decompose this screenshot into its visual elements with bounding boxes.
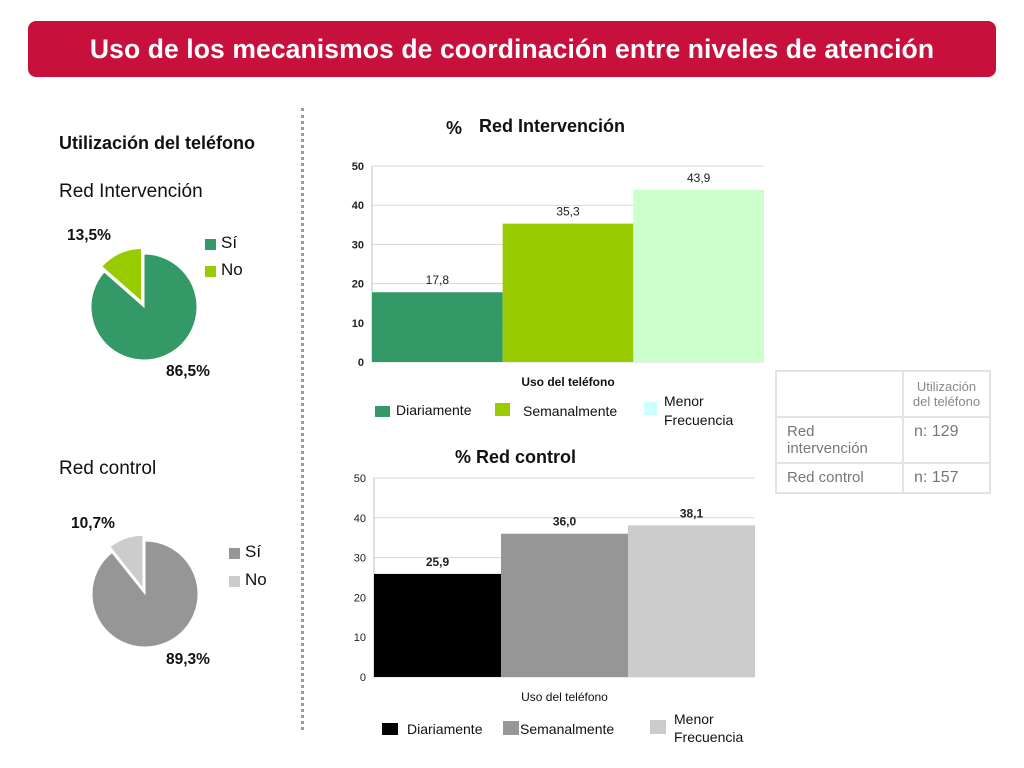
pie2-title: Red control [59,458,157,479]
bar1-legend-swatch-1 [495,403,510,416]
bar2-value-label-2: 38,1 [680,506,704,520]
section-title: Utilización del teléfono [59,133,256,153]
bar1-y-tick-label: 20 [352,279,364,291]
bar2-title: % Red control [455,447,577,467]
table-row: Red control n: 157 [775,462,991,494]
pie2-slice-no [109,534,144,590]
bar2-legend-frecuencia: Frecuencia [674,729,744,745]
bar1-y-tick-label: 10 [352,318,364,330]
table-row-value: n: 157 [902,462,991,494]
pie2-label-si: 89,3% [166,651,210,668]
pie2-label-no: 10,7% [71,515,115,532]
pie1-legend-si: Sí [221,233,238,252]
bar2-legend-diariamente: Diariamente [407,721,483,737]
bar2-y-tick-label: 20 [354,592,366,604]
pie1-slice-si [90,253,198,361]
bar1-value-label-1: 35,3 [556,205,580,219]
bar1-legend-menor: Menor [664,393,704,409]
pie1-legend-swatch-si [205,239,216,250]
bar2-y-tick-label: 30 [354,553,366,565]
table-row: Red intervención n: 129 [775,416,991,464]
pie2-legend-no: No [245,570,267,589]
pie1-legend-no: No [221,260,243,279]
pie1-legend-swatch-no [205,266,216,277]
table-row-value: n: 129 [902,416,991,464]
bar2-legend-semanalmente: Semanalmente [520,721,615,737]
bar2-y-tick-label: 50 [354,473,366,485]
bar1-y-tick-label: 50 [352,161,364,173]
pie1-title: Red Intervención [59,181,203,202]
bar1-value-label-0: 17,8 [426,273,450,287]
bar2-bar-1 [501,533,628,677]
pie2-slice-si [91,540,199,648]
bar2-y-tick-label: 0 [360,672,366,684]
pie2-legend-swatch-no [229,576,240,587]
bar1-legend-swatch-0 [375,406,390,417]
bar2-legend-swatch-1 [503,721,519,735]
sample-size-table: Utilización del teléfono Red intervenció… [775,370,991,494]
bar2-bar-0 [374,573,501,677]
bar2-value-label-1: 36,0 [553,515,577,529]
bar1-bar-2 [633,189,764,362]
bar2-y-tick-label: 10 [354,632,366,644]
bar-chart-red-control: 0 10 20 30 40 50 25,9 36,0 38,1 Uso del teléfono [354,473,755,704]
pie1-slice-no [101,248,143,303]
bar1-legend-semanalmente: Semanalmente [523,403,618,419]
bar2-y-tick-label: 40 [354,513,366,525]
pie1-label-no: 13,5% [67,227,111,244]
bar2-bar-2 [628,525,755,677]
column-divider [301,108,304,730]
bar1-y-tick-label: 0 [358,357,364,369]
table-header-row: Utilización del teléfono [775,370,991,418]
table-row-label: Red control [775,462,904,494]
bar1-legend-frecuencia: Frecuencia [664,412,734,428]
table-row-label: Red intervención [775,416,904,464]
pie1-label-si: 86,5% [166,363,210,380]
bar2-legend-swatch-0 [382,723,398,735]
table-header-cell: Utilización del teléfono [902,370,991,418]
bar2-x-axis-label: Uso del teléfono [521,690,608,704]
bar1-bar-0 [372,292,503,362]
bar1-x-axis-label: Uso del teléfono [521,375,614,389]
pie-chart-red-control [91,534,199,648]
table-header-empty [775,370,904,418]
bar-chart-red-intervencion: 0 10 20 30 40 50 17,8 35,3 43,9 Uso del teléfono [352,161,764,389]
bar2-legend-menor: Menor [674,711,714,727]
bar1-title-prefix: % [446,118,463,138]
bar1-y-tick-label: 30 [352,239,364,251]
pie2-legend-si: Sí [245,542,262,561]
bar1-title: Red Intervención [479,116,626,136]
bar1-y-tick-label: 40 [352,200,364,212]
bar2-value-label-0: 25,9 [426,555,450,569]
bar2-legend-swatch-2 [650,720,666,734]
bar1-legend-diariamente: Diariamente [396,402,472,418]
pie-chart-red-intervencion [90,248,198,361]
bar1-value-label-2: 43,9 [687,171,711,185]
pie2-legend-swatch-si [229,548,240,559]
bar1-bar-1 [502,223,634,362]
page-title: Uso de los mecanismos de coordinación en… [28,21,996,77]
bar1-legend-swatch-2 [644,402,657,415]
